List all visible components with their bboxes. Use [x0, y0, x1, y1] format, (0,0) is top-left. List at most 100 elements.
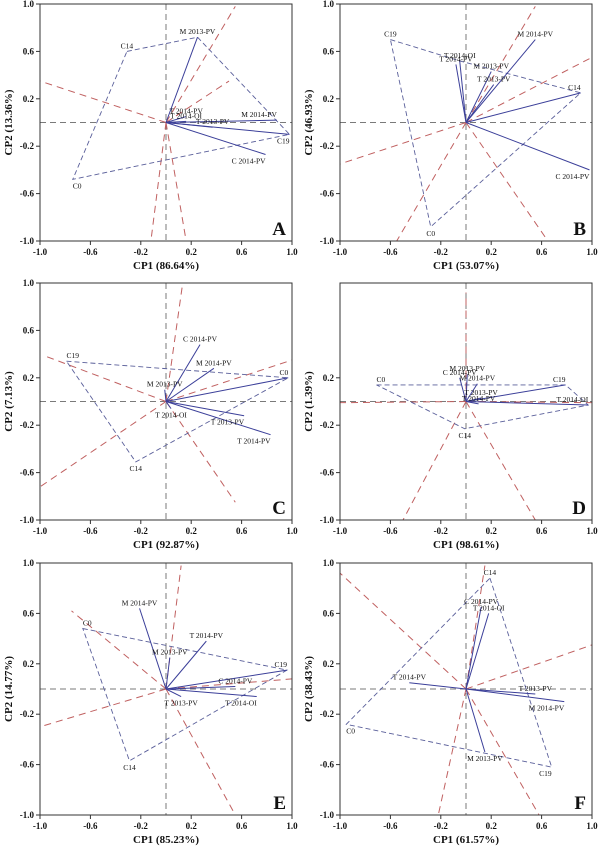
y-tick-label: 0.2 [323, 373, 335, 383]
loading-vector [165, 401, 245, 417]
variable-label: T 2014-PV [439, 54, 473, 63]
sector-ray [165, 80, 230, 123]
hull-polygon [82, 627, 289, 762]
y-tick-label: 0.6 [23, 46, 35, 56]
loading-vector [165, 657, 171, 690]
panel-a: M 2013-PV T 2014-PVT 2014-OI M 2014-PV T 20… [3, 0, 298, 272]
x-tick-label: 0.2 [186, 247, 198, 257]
variable-label: T 2014-PV [462, 394, 496, 403]
x-tick-label: 0.6 [236, 526, 248, 536]
panel-letter: E [273, 793, 286, 814]
variable-label: C19 [553, 375, 566, 384]
x-tick-label: 0.2 [486, 821, 498, 831]
panel-letter: A [272, 219, 286, 240]
panel-e: M 2014-PV T 2014-PVM 2013-PV C 2014-PV T 20… [3, 558, 298, 846]
variable-label: C 2014-PV [464, 597, 499, 606]
variable-label: C14 [130, 464, 143, 473]
y-tick-label: -0.2 [20, 420, 35, 430]
x-tick-label: -1.0 [33, 821, 48, 831]
y-tick-label: 0.2 [23, 659, 35, 669]
loading-vector [165, 377, 289, 402]
sector-ray [340, 572, 467, 690]
y-tick-label: 1.0 [323, 558, 335, 568]
sector-ray [165, 401, 236, 503]
variable-label: M 2013-PV [449, 364, 485, 373]
sector-rays [40, 565, 292, 815]
sector-ray [465, 688, 540, 815]
x-axis-title: CP1 (53.07%) [433, 260, 499, 272]
x-tick-label: 0.6 [236, 821, 248, 831]
loading-vector [459, 60, 467, 123]
loading-vector [165, 401, 172, 409]
y-tick-label: -0.2 [320, 420, 335, 430]
x-axis-title: CP1 (98.61%) [433, 539, 499, 551]
plot-frame [39, 562, 293, 816]
loading-vector [165, 669, 288, 690]
y-tick-label: 1.0 [23, 558, 35, 568]
plot-frame [339, 562, 593, 816]
sector-ray [165, 285, 183, 402]
loading-vector [165, 401, 271, 436]
y-tick-label: 0.2 [323, 659, 335, 669]
hull-polygon [389, 38, 582, 228]
y-tick-label: 0.2 [23, 373, 35, 383]
variable-label: C14 [458, 431, 471, 440]
variable-label: M 2013-PV [473, 62, 509, 71]
y-tick-label: 0.6 [323, 608, 335, 618]
x-tick-label: -0.2 [434, 247, 449, 257]
sector-rays [340, 565, 592, 815]
x-tick-label: 0.2 [486, 526, 498, 536]
sector-ray [165, 678, 292, 690]
y-tick-label: 0.2 [23, 94, 35, 104]
variable-label: C 2014-PV [232, 156, 267, 165]
x-tick-label: -0.2 [434, 821, 449, 831]
variable-label: C0 [426, 229, 435, 238]
loading-vector [165, 685, 236, 690]
x-tick-label: 0.2 [186, 821, 198, 831]
sector-ray [437, 688, 467, 815]
panel-letter: F [574, 793, 586, 814]
loading-vector [465, 71, 492, 123]
y-tick-label: -0.2 [20, 141, 35, 151]
variable-label: M 2014-PV [460, 374, 496, 383]
panel-letter: B [573, 219, 586, 240]
variable-label: M 2013-PV [467, 754, 503, 763]
sector-ray [165, 122, 187, 241]
variable-label: T 2014-OI [155, 411, 187, 420]
variable-label: T 2013-PV [211, 418, 245, 427]
loading-vector [165, 688, 182, 698]
sector-ray [165, 359, 292, 402]
loading-vector [139, 608, 167, 690]
variable-label: C19 [66, 351, 79, 360]
loading-vector [465, 613, 490, 690]
variable-label: M 2013-PV [180, 27, 216, 36]
variable-label: C 2014-PV [443, 368, 478, 377]
loading-vector [165, 119, 277, 123]
variable-label: C0 [83, 619, 92, 628]
loading-vector [165, 367, 215, 402]
loading-vector [165, 122, 290, 135]
sector-ray [465, 401, 536, 520]
x-tick-label: 1.0 [586, 247, 598, 257]
loading-vector [465, 688, 486, 753]
variable-label: T 2014-OI [444, 51, 476, 60]
loading-vector [465, 39, 536, 123]
x-tick-label: -1.0 [333, 247, 348, 257]
y-axis-title: CP2 (38.43%) [303, 656, 315, 722]
variable-label: C19 [539, 769, 552, 778]
hull-polygon [345, 577, 553, 768]
loading-vector [165, 116, 187, 123]
variable-label: C 2014-PV [556, 172, 591, 181]
x-tick-label: -0.2 [134, 526, 149, 536]
variable-label: T 2014-OI [556, 395, 588, 404]
sector-rays [340, 6, 592, 241]
variable-label: C19 [274, 660, 287, 669]
hull-polygon [65, 360, 290, 463]
variable-label: C0 [377, 375, 386, 384]
sector-rays [40, 285, 292, 503]
panel-f: C 2014-PVT 2014-OI T 2014-PV T 2013-PV M 20… [303, 558, 598, 846]
variable-label: T 2014-OI [170, 111, 202, 120]
y-tick-label: 1.0 [23, 278, 35, 288]
y-tick-label: 0.6 [323, 46, 335, 56]
variable-label: C0 [73, 181, 82, 190]
